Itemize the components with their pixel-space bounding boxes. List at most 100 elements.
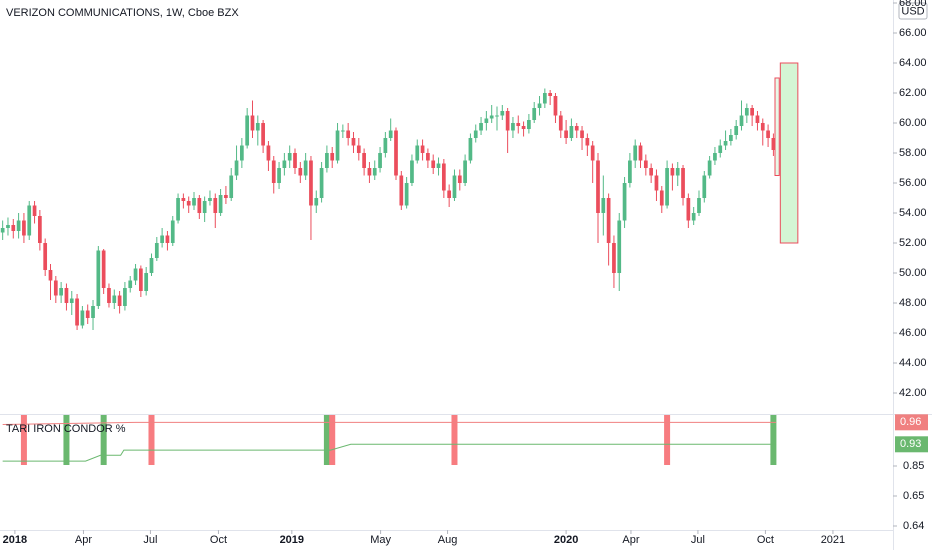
currency-box[interactable]	[898, 2, 928, 20]
candle-body	[612, 243, 616, 273]
candle-body	[654, 175, 659, 191]
candle-body	[670, 168, 675, 176]
currency[interactable]: USD	[901, 5, 924, 17]
y-tick-label: 50.00	[899, 267, 927, 279]
candle-body	[38, 216, 42, 243]
indicator-title: TARI IRON CONDOR %	[6, 423, 126, 435]
candle-body	[64, 288, 69, 303]
candle-body	[665, 168, 669, 206]
candle-body	[527, 120, 531, 129]
candle-body	[729, 135, 733, 141]
candle-body	[601, 198, 606, 213]
candle-body	[452, 175, 457, 198]
x-tick-label: May	[370, 534, 391, 546]
indicator-tick-label: 0.64	[903, 520, 924, 532]
candle-body	[548, 93, 553, 96]
candle-body	[234, 160, 239, 176]
candle-body	[165, 235, 170, 243]
candle-body	[431, 160, 436, 168]
candle-body	[192, 198, 196, 206]
value-tag-label: 0.96	[900, 416, 921, 428]
candle-body	[43, 243, 48, 270]
candle-body	[739, 115, 744, 126]
candle-body	[154, 243, 159, 258]
candle-body	[186, 201, 191, 206]
y-tick-label: 46.00	[899, 327, 927, 339]
candle-body	[718, 145, 723, 153]
candle-body	[702, 175, 707, 198]
y-tick-label: 62.00	[899, 87, 927, 99]
candle-body	[659, 190, 664, 206]
candle-body	[457, 175, 462, 183]
candle-body	[606, 198, 611, 243]
candle-body	[112, 295, 117, 303]
candle-body	[303, 160, 308, 176]
candle-body	[266, 145, 271, 161]
candle-body	[760, 123, 765, 131]
indicator-line	[2, 443, 777, 462]
candle-body	[22, 220, 26, 236]
candle-body	[356, 145, 361, 153]
x-tick-label: Apr	[622, 534, 639, 546]
candle-body	[69, 298, 74, 303]
candle-body	[11, 225, 16, 231]
candle-body	[27, 205, 32, 236]
y-tick-label: 48.00	[899, 297, 927, 309]
candle-body	[91, 306, 95, 318]
candle-body	[239, 145, 244, 161]
candle-body	[75, 298, 79, 326]
candle-body	[245, 115, 250, 146]
candle-body	[553, 96, 558, 116]
candle-body	[580, 130, 584, 138]
candle-body	[436, 163, 441, 168]
candle-body	[335, 130, 340, 161]
candle-body	[388, 130, 393, 138]
x-tick-label: Jul	[691, 534, 705, 546]
signal-bar	[770, 415, 777, 465]
candle-body	[319, 168, 324, 198]
candle-body	[32, 205, 37, 216]
candle-body	[426, 153, 430, 161]
y-tick-label: 42.00	[899, 387, 927, 399]
candle-body	[596, 160, 600, 213]
candle-body	[691, 213, 696, 221]
candle-body	[80, 310, 85, 326]
candle-body	[16, 220, 21, 231]
candle-body	[372, 168, 377, 176]
candle-body	[489, 115, 494, 119]
candle-body	[643, 160, 648, 168]
candle-body	[628, 160, 632, 183]
projection-box	[774, 77, 780, 176]
candle-body	[101, 250, 106, 288]
indicator-tick-label: 0.85	[903, 460, 924, 472]
x-tick-label: 2021	[821, 534, 845, 546]
candle-body	[511, 123, 515, 131]
y-tick-label: 52.00	[899, 237, 927, 249]
y-tick-label: 54.00	[899, 207, 927, 219]
projection-box	[779, 62, 799, 244]
candle-body	[447, 190, 452, 198]
candle-body	[362, 153, 366, 168]
candle-body	[96, 250, 101, 306]
candle-body	[569, 126, 574, 138]
candle-body	[383, 138, 388, 153]
candle-body	[117, 295, 122, 306]
candle-body	[532, 108, 537, 120]
candle-body	[160, 235, 164, 243]
candle-body	[53, 280, 58, 296]
signal-bar	[100, 415, 107, 465]
candle-body	[479, 123, 483, 131]
x-tick-label: Jul	[143, 534, 157, 546]
candle-body	[681, 168, 685, 198]
candle-body	[771, 138, 776, 150]
candle-body	[484, 118, 489, 123]
candle-body	[505, 111, 510, 131]
signal-bar	[20, 415, 27, 465]
candle-body	[542, 93, 547, 104]
candle-body	[468, 138, 473, 161]
candle-body	[85, 310, 90, 318]
candle-body	[346, 130, 351, 138]
candle-body	[202, 201, 207, 213]
candle-body	[394, 130, 398, 176]
x-tick-label: Apr	[75, 534, 92, 546]
